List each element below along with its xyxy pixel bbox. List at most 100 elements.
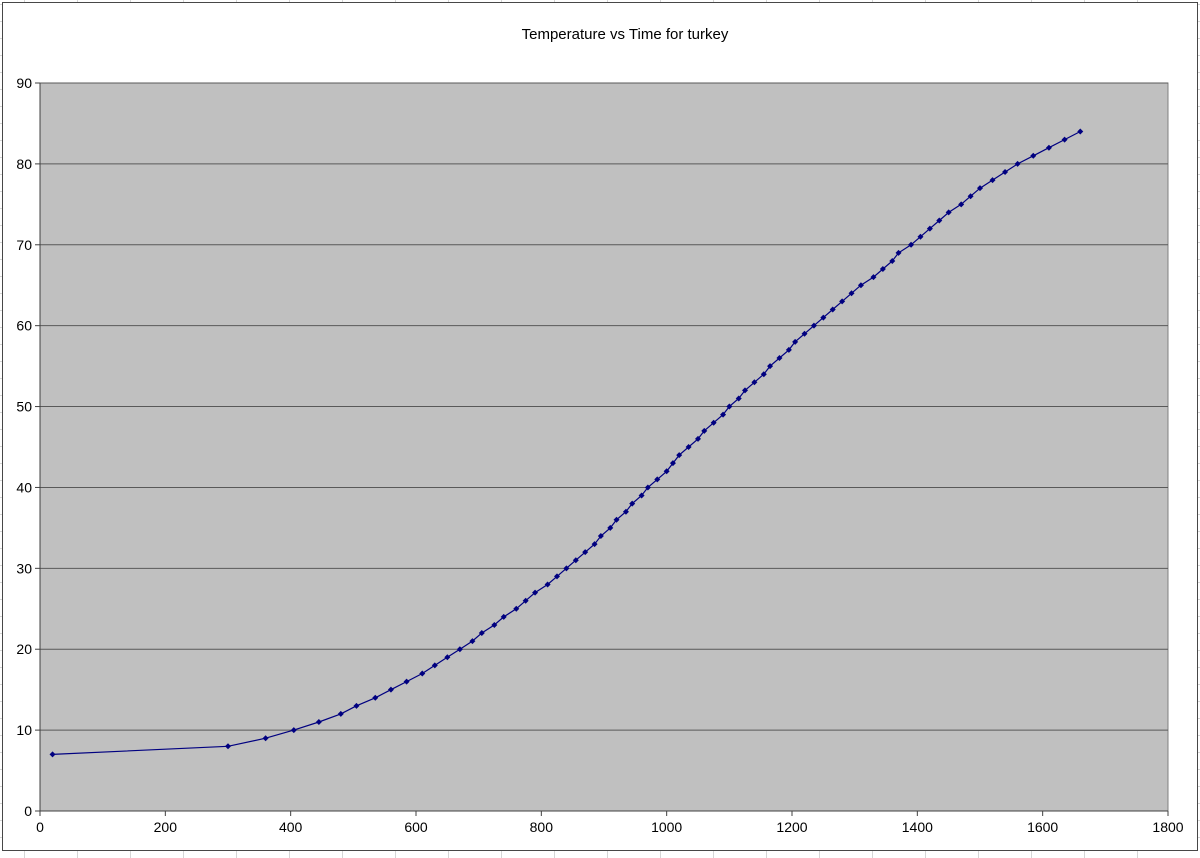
data-point-marker [785,346,792,353]
data-point-marker [622,508,629,515]
data-point-marker [669,460,676,467]
data-point-marker [591,541,598,548]
data-point-marker [820,314,827,321]
data-point-marker [290,727,297,734]
data-point-marker [857,282,864,289]
data-point-marker [801,330,808,337]
x-tick-label: 1000 [651,819,682,835]
y-tick-label: 40 [16,479,32,495]
x-tick-label: 1600 [1027,819,1058,835]
data-point-marker [491,621,498,628]
data-point-marker [751,379,758,386]
y-tick-label: 90 [16,75,32,91]
data-point-marker [710,419,717,426]
data-point-marker [607,524,614,531]
data-point-marker [695,435,701,442]
data-point-marker [829,306,836,313]
x-tick-label: 800 [530,819,554,835]
x-tick-label: 400 [279,819,303,835]
data-point-marker [685,444,692,450]
x-tick-label: 200 [154,819,178,835]
data-point-marker [544,581,551,588]
data-point-marker [444,654,451,661]
y-tick-label: 10 [16,722,32,738]
data-point-marker [654,476,661,483]
data-point-marker [554,573,560,580]
data-point-marker [456,646,463,653]
data-point-marker [676,452,683,459]
data-point-marker [663,468,670,475]
data-point-marker [889,257,896,264]
data-point-marker [1002,168,1009,175]
data-point-marker [735,395,742,402]
data-point-marker [522,597,529,604]
data-point-marker [315,719,322,726]
data-point-marker [613,516,620,523]
data-point-marker [629,500,636,507]
data-point-marker [958,201,965,208]
data-point-marker [337,710,344,717]
data-point-marker [638,492,645,499]
data-point-marker [926,225,933,232]
chart-title: Temperature vs Time for turkey [521,26,729,43]
x-tick-label: 1800 [1152,819,1183,835]
data-point-marker [387,686,394,693]
y-tick-label: 60 [16,318,32,334]
data-point-marker [372,694,379,701]
data-point-marker [478,630,485,637]
data-point-marker [720,411,727,418]
data-point-marker [597,532,604,539]
data-point-marker [49,751,56,758]
data-point-marker [908,241,915,248]
data-point-marker [1030,152,1037,159]
data-point-marker [792,338,799,345]
data-point-marker [870,274,877,281]
data-point-marker [1014,160,1021,167]
data-point-marker [225,743,231,750]
y-tick-label: 20 [16,641,32,657]
data-point-marker [879,266,886,273]
data-point-marker [513,605,520,612]
data-point-marker [353,702,360,709]
data-point-marker [977,185,983,192]
data-point-marker [532,589,539,596]
data-point-marker [1061,136,1068,143]
data-point-marker [701,427,708,434]
y-tick-label: 70 [16,237,32,253]
y-tick-label: 50 [16,399,32,415]
data-point-marker [767,363,774,370]
data-point-marker [644,484,651,491]
data-point-marker [726,403,733,410]
data-point-marker [776,355,783,362]
x-tick-label: 0 [36,819,44,835]
data-point-marker [431,662,438,669]
y-tick-label: 80 [16,156,32,172]
data-point-marker [419,670,426,677]
data-point-marker [989,177,996,184]
data-point-marker [760,371,767,378]
y-tick-label: 30 [16,560,32,576]
data-point-marker [582,549,589,556]
y-tick-label: 0 [24,803,32,819]
x-tick-label: 600 [404,819,428,835]
data-point-marker [936,217,943,224]
x-tick-label: 1200 [776,819,807,835]
data-point-marker [500,613,507,620]
plot-area [39,82,1169,812]
data-point-marker [469,638,476,645]
data-point-marker [839,298,846,305]
data-point-marker [1045,144,1052,151]
data-point-marker [572,557,579,564]
data-point-marker [848,290,855,297]
data-point-marker [967,193,974,200]
data-point-marker [563,565,570,572]
data-point-marker [262,735,269,742]
data-point-marker [917,233,924,240]
data-point-marker [403,678,410,685]
data-point-marker [742,387,748,394]
data-point-marker [895,249,902,256]
data-point-marker [1077,128,1084,135]
data-point-marker [810,322,817,329]
